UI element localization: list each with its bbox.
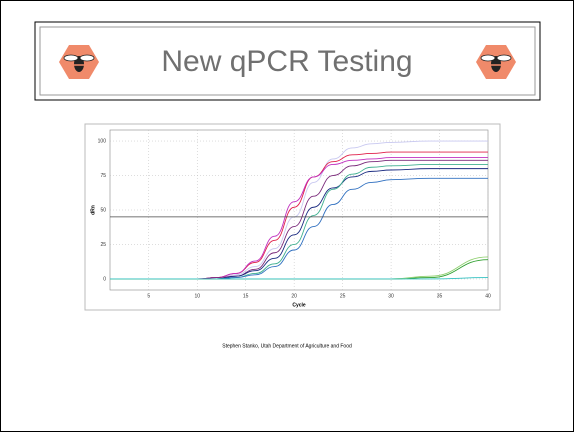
amplification-curve	[109, 277, 489, 280]
y-tick-label: 100	[98, 138, 107, 144]
bee-icon	[59, 45, 99, 79]
x-tick-label: 5	[147, 293, 150, 299]
y-axis-label: dRn	[90, 205, 96, 215]
x-tick-label: 25	[340, 293, 346, 299]
title-inner-border	[39, 26, 536, 96]
x-tick-label: 15	[243, 293, 249, 299]
y-tick-label: 25	[100, 242, 106, 248]
x-tick-label: 10	[194, 293, 200, 299]
caption: Stephen Stanko, Utah Department of Agric…	[222, 343, 352, 349]
bee-icon	[476, 45, 516, 79]
x-axis-label: Cycle	[292, 302, 306, 308]
x-tick-label: 20	[291, 293, 297, 299]
x-tick-label: 30	[388, 293, 394, 299]
x-tick-label: 40	[485, 293, 491, 299]
x-tick-label: 35	[437, 293, 443, 299]
y-tick-label: 0	[103, 276, 106, 282]
title-box	[34, 21, 541, 101]
slide-title: New qPCR Testing	[161, 45, 412, 78]
y-tick-label: 50	[100, 207, 106, 213]
y-tick-label: 75	[100, 173, 106, 179]
